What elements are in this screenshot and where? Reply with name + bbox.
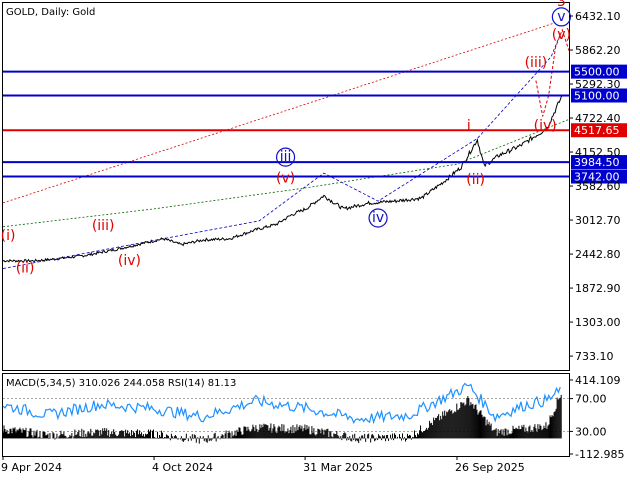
wave-label: (iii) xyxy=(92,218,115,234)
y-tick-label: 6432.10 xyxy=(575,10,621,23)
wave-label-circle xyxy=(275,147,296,167)
level-label-5100.00: 5100.00 xyxy=(574,89,620,102)
indicator-y-tick-label: -112.985 xyxy=(575,448,624,461)
x-tick-label: 26 Sep 2025 xyxy=(455,461,525,474)
indicator-plot-area: 414.109 70.00 30.00 -112.985 xyxy=(2,374,624,461)
level-box-5100.00 xyxy=(571,88,627,103)
price-line xyxy=(2,95,563,263)
wave-label: (iv) xyxy=(534,118,557,134)
wave-path-line xyxy=(2,35,561,269)
wave-label: i xyxy=(467,118,471,134)
price-y-axis: 6432.10 5862.20 5292.30 4722.40 4152.50 3582.… xyxy=(569,10,621,363)
wave-label: (ii) xyxy=(16,261,35,277)
level-box-3742.00 xyxy=(571,169,627,184)
indicator-y-tick-label: 414.109 xyxy=(575,374,621,387)
wave-label: v xyxy=(557,9,565,25)
wave-label: iii xyxy=(280,149,292,165)
indicator-y-tick-label: 30.00 xyxy=(575,425,607,438)
level-label-3984.50: 3984.50 xyxy=(574,156,620,169)
level-box-5500.00 xyxy=(571,64,627,79)
wave-label-circle xyxy=(368,208,388,228)
y-tick-label: 3012.70 xyxy=(575,214,621,227)
y-tick-label: 1872.90 xyxy=(575,282,621,295)
level-label-3742.00: 3742.00 xyxy=(574,171,620,184)
wave-label-circle xyxy=(551,7,571,27)
y-tick-label: 3582.60 xyxy=(575,180,621,193)
wave-label: (v) xyxy=(276,171,295,187)
rsi-line xyxy=(2,382,561,425)
level-label-4517.65: 4517.65 xyxy=(574,124,620,137)
indicator-panel xyxy=(2,373,570,457)
wave-label: (iv) xyxy=(118,253,141,269)
y-tick-label: 5292.30 xyxy=(575,78,621,91)
y-tick-label: 4722.40 xyxy=(575,112,621,125)
x-tick-label: 31 Mar 2025 xyxy=(303,461,373,474)
level-box-4517.65 xyxy=(571,123,627,138)
level-label-5500.00: 5500.00 xyxy=(574,66,620,79)
x-tick-label: 4 Oct 2024 xyxy=(152,461,213,474)
price-levels: 5500.00 5100.00 4517.65 3984.50 3742.00 xyxy=(3,64,627,184)
y-tick-label: 4152.50 xyxy=(575,146,621,159)
wave-label: (i) xyxy=(1,228,16,244)
wave-label: (v) xyxy=(552,27,571,43)
wave-label: 3 xyxy=(557,0,566,10)
price-plot-area xyxy=(2,22,570,269)
wave-label: iv xyxy=(372,210,384,226)
indicator-y-tick-label: 70.00 xyxy=(575,393,607,406)
upper-channel-line xyxy=(2,22,556,204)
x-tick-label: 9 Apr 2024 xyxy=(1,461,62,474)
chart-title: GOLD, Daily: Gold xyxy=(6,7,95,18)
wave-labels: (i) (ii) (iii) (iv) (v) iii iv i (ii) (iii) (iv) (v… xyxy=(1,0,571,277)
level-box-3984.50 xyxy=(571,155,627,170)
date-x-axis: 9 Apr 2024 4 Oct 2024 31 Mar 2025 26 Sep 20… xyxy=(1,456,525,474)
wave-label: (iii) xyxy=(525,55,548,71)
forecast-path-line xyxy=(535,28,570,117)
y-tick-label: 733.10 xyxy=(575,350,614,363)
wave-label: (ii) xyxy=(466,172,485,188)
moving-average-line xyxy=(2,118,570,228)
y-tick-label: 1303.00 xyxy=(575,316,621,329)
y-tick-label: 5862.20 xyxy=(575,44,621,57)
y-tick-label: 2442.80 xyxy=(575,248,621,261)
indicator-title: MACD(5,34,5) 310.026 244.058 RSI(14) 81.… xyxy=(6,378,236,389)
